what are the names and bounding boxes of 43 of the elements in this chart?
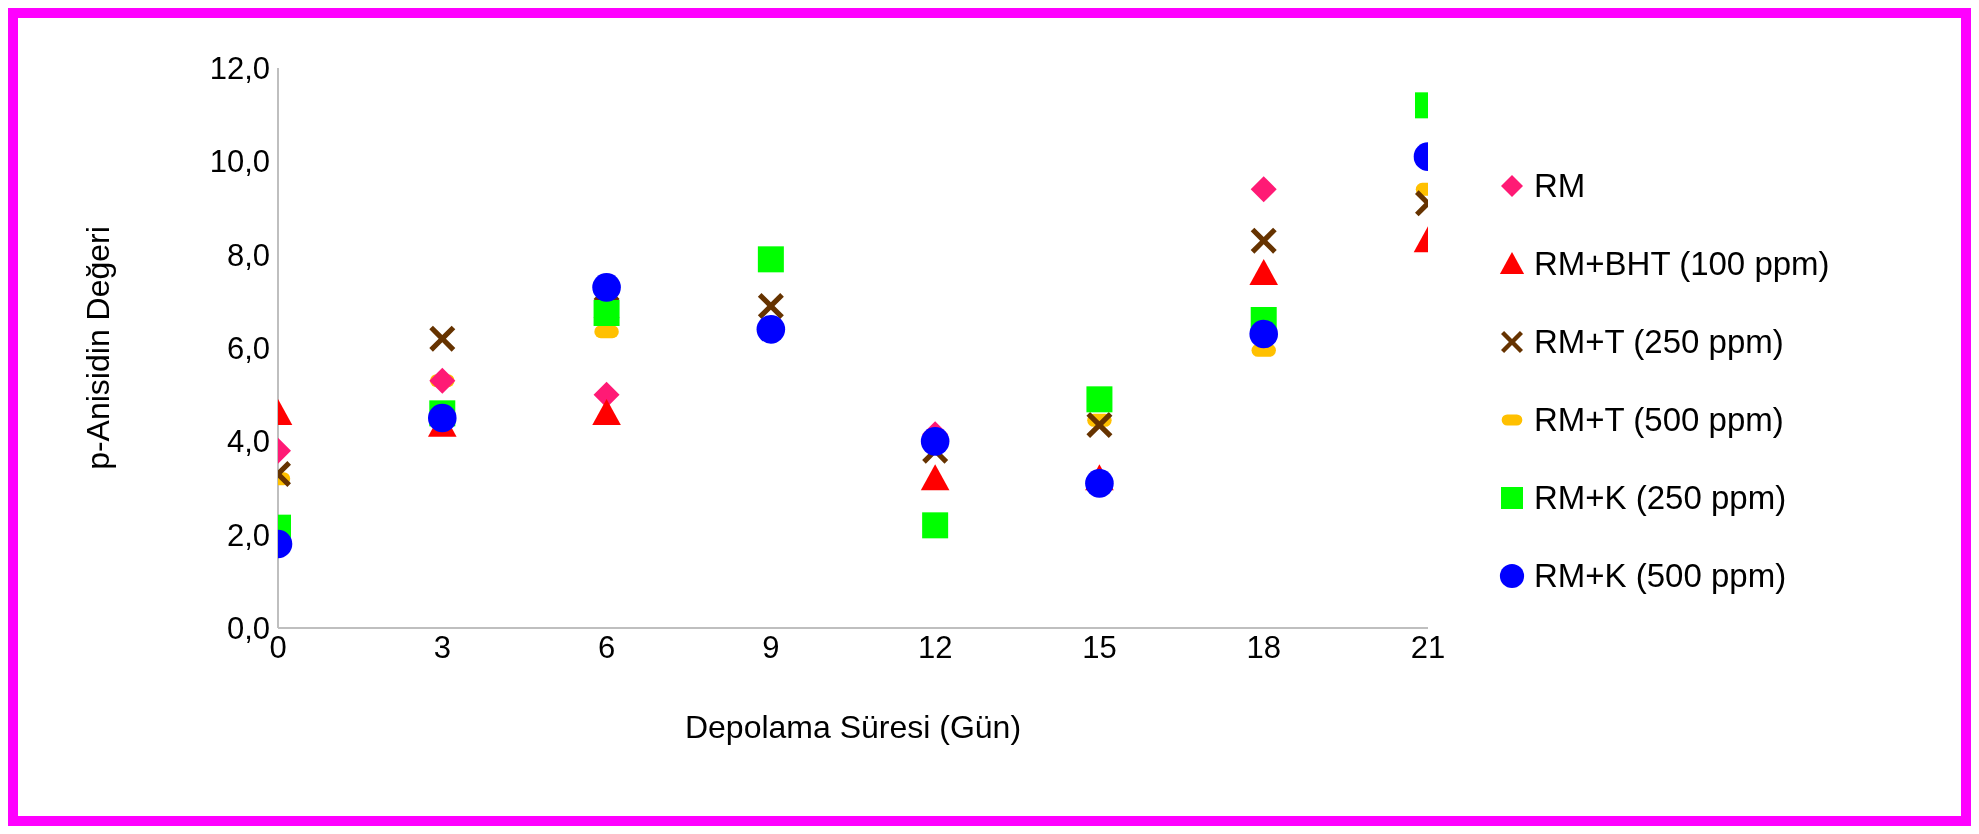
point (756, 315, 786, 344)
legend-label: RM+T (500 ppm) (1534, 401, 1784, 439)
point (1086, 412, 1113, 438)
y-axis-title: p-Anisidin Değeri (80, 226, 117, 470)
y-tick-label: 0,0 (226, 611, 270, 647)
point (1250, 227, 1277, 254)
y-tick-label: 4,0 (226, 424, 270, 460)
point (757, 246, 784, 273)
legend-label: RM+T (250 ppm) (1534, 323, 1784, 361)
point (1086, 386, 1113, 413)
x-tick-label: 6 (597, 630, 616, 666)
point (1085, 469, 1114, 498)
x-tick-label: 12 (917, 630, 953, 666)
legend-label: RM (1534, 167, 1586, 205)
point (922, 512, 949, 539)
x-tick-label: 18 (1246, 630, 1281, 666)
point (427, 403, 457, 433)
point (757, 293, 784, 319)
x-tick-label: 0 (269, 630, 287, 666)
y-tick-label: 10,0 (209, 144, 270, 180)
y-tick-label: 12,0 (209, 51, 270, 87)
y-tick-label: 2,0 (226, 517, 270, 553)
x-tick-label: 15 (1082, 630, 1117, 666)
point (920, 427, 950, 456)
x-tick-label: 9 (762, 630, 780, 666)
y-tick-label: 8,0 (226, 237, 270, 273)
point (592, 273, 621, 302)
point (1250, 176, 1277, 203)
point (429, 367, 456, 394)
legend-label: RM+K (250 ppm) (1534, 479, 1787, 517)
x-tick-label: 21 (1410, 630, 1446, 666)
legend-label: RM+K (500 ppm) (1534, 557, 1787, 595)
x-tick-label: 3 (433, 630, 451, 666)
point (429, 325, 456, 352)
point (1249, 319, 1279, 349)
x-axis-title: Depolama Süresi (Gün) (684, 709, 1022, 745)
point (1249, 259, 1279, 286)
y-tick-label: 6,0 (226, 331, 270, 367)
point (920, 464, 950, 491)
point (593, 381, 620, 408)
legend-label: RM+BHT (100 ppm) (1534, 245, 1830, 283)
point (592, 399, 621, 426)
point (593, 300, 620, 326)
